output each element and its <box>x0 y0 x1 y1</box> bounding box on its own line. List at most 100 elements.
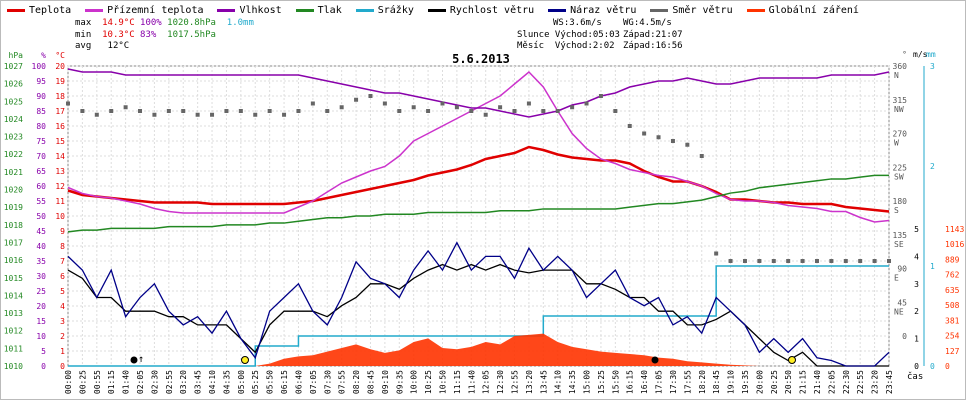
direction-point <box>570 105 575 110</box>
temperature-axis-unit: °C <box>55 51 65 60</box>
x-tick-label: 04:35 <box>222 370 231 394</box>
direction-point <box>210 112 215 117</box>
direction-point <box>786 259 791 263</box>
temperature-axis-tick: 3 <box>60 317 65 326</box>
temperature-axis-tick: 4 <box>60 302 65 311</box>
series-radiation-area <box>68 333 889 366</box>
direction-point <box>598 94 603 98</box>
humidity-axis-unit: % <box>41 51 46 60</box>
radiation-tick: 762 <box>945 271 960 280</box>
wind-tick: 1 <box>914 335 919 344</box>
legend-label: Přízemní teplota <box>107 5 204 16</box>
radiation-tick: 1016 <box>945 240 964 249</box>
stats-min-hum: 83% <box>140 30 157 40</box>
stats-max-hum: 100% <box>140 18 162 28</box>
direction-point <box>397 109 402 113</box>
temperature-axis-tick: 5 <box>60 287 65 296</box>
pressure-axis-tick: 1024 <box>4 115 23 124</box>
direction-compass: E <box>894 274 899 283</box>
temperature-axis-tick: 14 <box>55 152 65 161</box>
x-tick-label: 11:15 <box>453 370 462 394</box>
x-tick-label: 08:45 <box>366 370 375 394</box>
rain-tick: 3 <box>930 62 935 71</box>
direction-point <box>224 109 229 113</box>
wind-unit: m/s <box>913 50 928 59</box>
humidity-axis-tick: 60 <box>36 182 46 191</box>
radiation-tick: 508 <box>945 301 960 310</box>
wind-tick: 5 <box>914 225 919 234</box>
axes: 00:00 00:25 00:55 01:15 01:40 02:05 02:30 02:55… <box>4 50 965 394</box>
series-line <box>68 265 889 367</box>
x-tick-label: 23:20 <box>871 370 880 394</box>
pressure-axis-tick: 1018 <box>4 221 23 230</box>
direction-point <box>282 112 287 117</box>
direction-compass: S <box>894 206 899 215</box>
temperature-axis-tick: 17 <box>55 107 65 116</box>
legend-item: Globální záření <box>746 5 859 16</box>
series-line <box>67 174 889 233</box>
stats-max-label: max <box>75 18 92 28</box>
direction-point <box>339 105 344 110</box>
direction-point <box>829 259 834 263</box>
legend-label: Globální záření <box>768 5 859 16</box>
direction-point <box>656 135 661 140</box>
temperature-axis-tick: 9 <box>60 227 65 236</box>
info-sunset: Západ:21:07 <box>623 30 683 40</box>
info-moonset: Západ:16:56 <box>623 41 683 51</box>
legend-item: Náraz větru <box>548 5 636 16</box>
pressure-axis-tick: 1015 <box>4 274 23 283</box>
series-line <box>67 241 890 367</box>
x-tick-label: 20:25 <box>770 370 779 394</box>
x-tick-label: 11:40 <box>467 370 476 394</box>
direction-point <box>66 101 70 106</box>
direction-point <box>382 101 387 106</box>
legend-swatch <box>746 8 765 12</box>
direction-point <box>757 259 762 263</box>
direction-point <box>483 112 488 117</box>
x-tick-label: 22:30 <box>842 370 851 394</box>
moonset-marker <box>651 356 659 364</box>
direction-point <box>469 109 474 113</box>
legend-swatch <box>355 8 374 12</box>
pressure-axis-tick: 1017 <box>4 238 23 247</box>
stats-min-label: min <box>75 30 92 40</box>
humidity-axis-tick: 10 <box>36 332 46 341</box>
pressure-axis-tick: 1012 <box>4 327 23 336</box>
x-tick-label: 15:00 <box>583 370 592 394</box>
pressure-axis-tick: 1026 <box>4 80 23 89</box>
direction-point <box>296 109 301 113</box>
x-tick-label: 03:45 <box>194 370 203 394</box>
x-tick-label: 16:15 <box>626 370 635 394</box>
legend-item: Teplota <box>7 5 71 16</box>
x-tick-label: 16:40 <box>640 370 649 394</box>
direction-point <box>714 251 719 256</box>
x-tick-label: 05:50 <box>266 370 275 394</box>
x-tick-label: 05:25 <box>251 370 260 394</box>
direction-point <box>426 109 431 113</box>
info-wg: WG:4.5m/s <box>623 18 672 28</box>
temperature-axis-tick: 6 <box>60 272 65 281</box>
direction-point <box>411 105 416 110</box>
humidity-axis-tick: 70 <box>36 152 46 161</box>
humidity-axis-tick: 5 <box>41 347 46 356</box>
time-axis-label: čas <box>907 371 923 382</box>
x-tick-label: 21:40 <box>813 370 822 394</box>
legend-label: Směr větru <box>672 5 733 16</box>
humidity-axis-tick: 95 <box>36 77 46 86</box>
x-tick-label: 12:30 <box>496 370 505 394</box>
direction-point <box>310 101 315 106</box>
x-tick-label: 01:40 <box>122 370 131 394</box>
legend-swatch <box>427 8 446 12</box>
humidity-axis-tick: 45 <box>36 227 46 236</box>
pressure-axis-unit: hPa <box>9 51 24 60</box>
legend-item: Srážky <box>355 5 414 16</box>
wind-tick: 3 <box>914 280 919 289</box>
direction-point <box>325 109 330 113</box>
x-tick-label: 17:55 <box>683 370 692 394</box>
rain-tick: 0 <box>930 362 935 371</box>
x-tick-label: 12:55 <box>511 370 520 394</box>
x-tick-label: 17:30 <box>669 370 678 394</box>
temperature-axis-tick: 12 <box>55 182 65 191</box>
direction-point <box>454 105 459 110</box>
